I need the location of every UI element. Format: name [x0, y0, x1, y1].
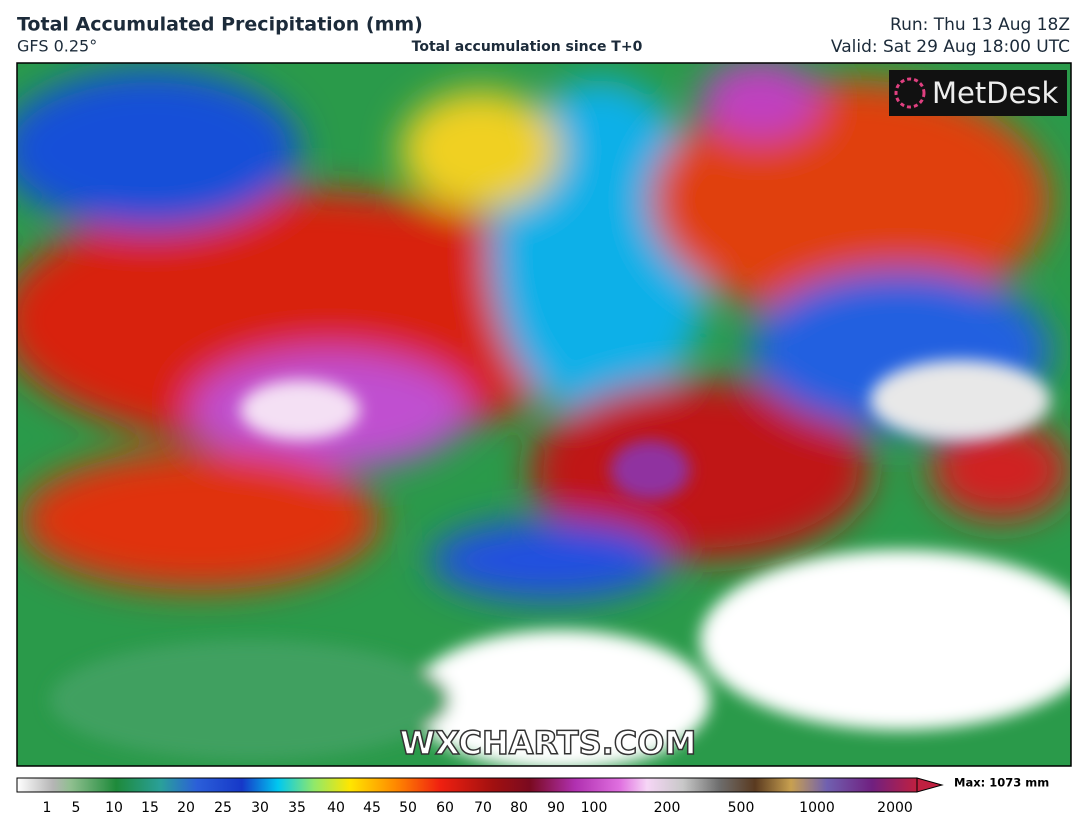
model: GFS 0.25° — [17, 37, 97, 56]
colorbar-tick-label: 20 — [177, 800, 195, 816]
colorbar-tick-label: 200 — [654, 800, 681, 816]
colorbar-tick-label: 1 — [43, 800, 52, 816]
colorbar-tick-label: 30 — [251, 800, 269, 816]
map — [17, 63, 1071, 766]
colorbar-tick-label: 2000 — [877, 800, 913, 816]
colorbar-tick-label: 10 — [105, 800, 123, 816]
colorbar-tick-label: 500 — [728, 800, 755, 816]
title: Total Accumulated Precipitation (mm) — [17, 14, 423, 36]
max-label: Max: 1073 mm — [954, 776, 1049, 790]
colorbar-tick-label: 25 — [214, 800, 232, 816]
watermark: WXCHARTS.COM — [400, 724, 697, 762]
colorbar-tick-label: 1000 — [799, 800, 835, 816]
colorbar-tick-label: 80 — [510, 800, 528, 816]
colorbar-tick-label: 45 — [363, 800, 381, 816]
colorbar-tick-label: 5 — [72, 800, 81, 816]
subtitle: Total accumulation since T+0 — [412, 39, 643, 55]
colorbar-tick-label: 60 — [436, 800, 454, 816]
colorbar-ticks: 1 5 10 15 20 25 30 35 40 45 50 60 70 80 90 100 200 500 100… — [43, 800, 913, 816]
valid: Valid: Sat 29 Aug 18:00 UTC — [831, 37, 1070, 57]
colorbar-tick-label: 100 — [581, 800, 608, 816]
colorbar-tick-label: 40 — [327, 800, 345, 816]
colorbar-tick-label: 15 — [141, 800, 159, 816]
colorbar-tick-label: 90 — [547, 800, 565, 816]
colorbar — [16, 777, 918, 793]
colorbar-tick-label: 35 — [288, 800, 306, 816]
run: Run: Thu 13 Aug 18Z — [890, 15, 1070, 35]
logo-box — [889, 70, 1067, 116]
colorbar-tick-label: 70 — [474, 800, 492, 816]
logo: MetDesk — [932, 76, 1059, 110]
colorbar-tick-label: 50 — [399, 800, 417, 816]
